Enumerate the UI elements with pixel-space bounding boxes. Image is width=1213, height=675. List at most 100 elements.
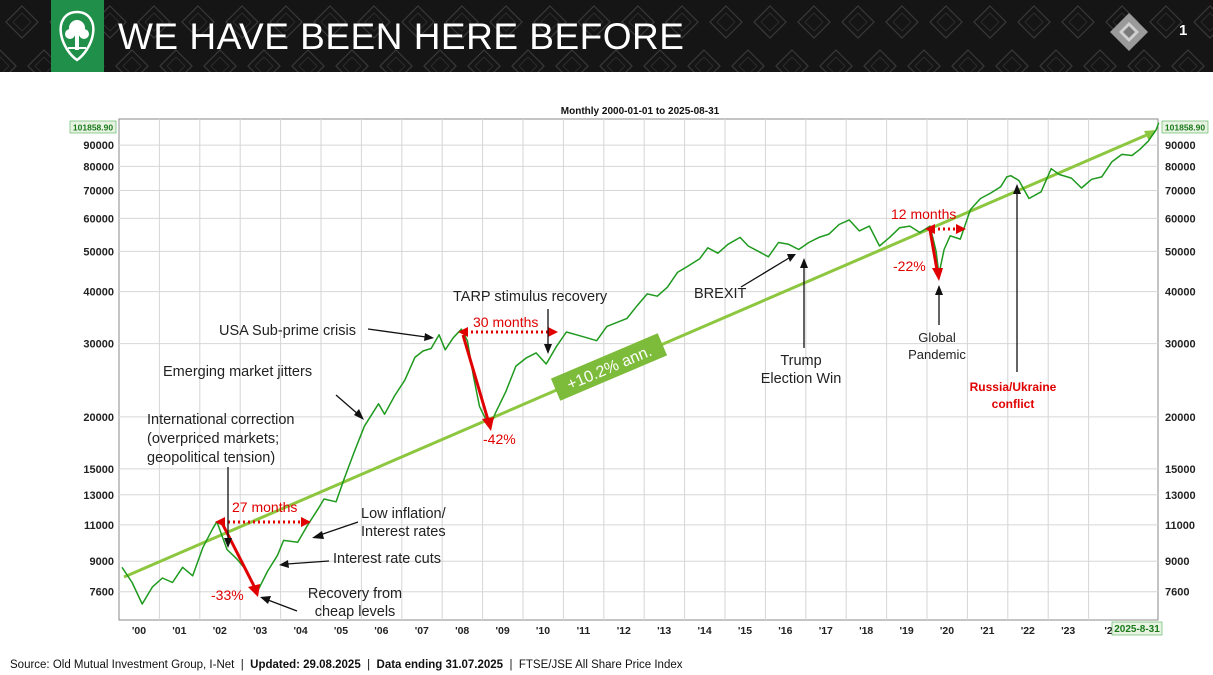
header-pattern-diamond — [313, 5, 347, 39]
x-tick-label: '05 — [334, 625, 348, 637]
header-pattern-diamond — [0, 49, 17, 72]
header-pattern-diamond-inner — [122, 56, 142, 72]
y-tick-label-left: 11000 — [84, 520, 114, 532]
y-tick-label-left: 40000 — [83, 287, 114, 299]
annotation-recovery-1: Recovery from — [308, 586, 402, 602]
header-pattern-diamond-inner — [1156, 12, 1176, 32]
header-pattern-diamond-inner — [870, 56, 890, 72]
header-pattern-diamond-inner — [738, 56, 758, 72]
drawdown-arrowhead-2002 — [248, 584, 260, 597]
y-tick-label-right: 80000 — [1165, 161, 1196, 173]
recovery-arrows — [223, 227, 958, 524]
arrowhead-30m-right — [548, 327, 558, 337]
old-mutual-tree-icon — [59, 10, 95, 62]
y-tick-label-right: 90000 — [1165, 140, 1196, 152]
pointer-emerging-head — [354, 409, 364, 420]
footer-data-ending: Data ending 31.07.2025 — [376, 659, 504, 671]
brand-logo — [51, 0, 104, 72]
arrowhead-12m-left — [925, 224, 935, 234]
annotation-emerging: Emerging market jitters — [163, 364, 312, 380]
header-pattern-diamond — [533, 5, 567, 39]
y-tick-label-left: 13000 — [83, 490, 114, 502]
header-pattern-diamond-inner — [408, 12, 428, 32]
header-pattern-diamond-inner — [958, 56, 978, 72]
header-pattern-diamond-inner — [914, 56, 934, 72]
header-pattern-diamond-inner — [276, 12, 296, 32]
x-tick-label: '12 — [617, 625, 631, 637]
x-tick-label: '08 — [455, 625, 469, 637]
drawdown-arrow-2020 — [928, 229, 939, 271]
drawdown-arrow-2002 — [219, 520, 257, 589]
annotation-russia-2: conflict — [992, 397, 1035, 411]
header-pattern-diamond — [555, 49, 589, 72]
header-pattern-diamond — [907, 49, 941, 72]
header-pattern-diamond — [269, 5, 303, 39]
header-pattern-diamond-inner — [606, 56, 626, 72]
header-pattern-diamond-inner — [892, 12, 912, 32]
header-pattern-diamond — [687, 49, 721, 72]
arrowhead-12m-right — [956, 224, 966, 234]
x-tick-label: '11 — [577, 625, 591, 637]
header-pattern-diamond — [1127, 49, 1161, 72]
header-pattern-diamond-inner — [144, 12, 164, 32]
footer-source-text: Source: Old Mutual Investment Group, I-N… — [10, 659, 235, 671]
annotation-trump-1: Trump — [780, 353, 821, 369]
header-pattern-diamond — [819, 49, 853, 72]
header-pattern-diamond — [115, 49, 149, 72]
header-pattern-diamond — [753, 5, 787, 39]
annotation-intl-correction-3: geopolitical tension) — [147, 450, 275, 466]
header-pattern-diamond-inner — [1134, 56, 1154, 72]
x-tick-label: '01 — [172, 625, 186, 637]
y-tick-label-left: 90000 — [83, 140, 114, 152]
header-pattern-diamond — [401, 5, 435, 39]
header-pattern-diamond-inner — [1178, 56, 1198, 72]
pointer-rate-cuts-head — [279, 560, 289, 568]
y-axis-right: 7600 9000 11000 13000 15000 20000 30000 40000 50… — [1165, 140, 1196, 599]
header-pattern-diamond — [225, 5, 259, 39]
header-pattern-diamond — [1083, 49, 1117, 72]
pointer-low-inflation — [319, 521, 359, 536]
footer-index: FTSE/JSE All Share Price Index — [518, 659, 683, 671]
x-tick-label: '23 — [1061, 625, 1075, 637]
header-pattern-diamond-inner — [980, 12, 1000, 32]
arrowhead-27m-left — [215, 517, 225, 527]
header-pattern-diamond-inner — [826, 56, 846, 72]
pointer-usa — [367, 328, 427, 338]
annotation-low-inflation-1: Low inflation/ — [361, 506, 447, 522]
header-pattern-diamond — [5, 5, 39, 39]
header-pattern-diamond-inner — [34, 56, 54, 72]
annotation-pandemic-2: Pandemic — [908, 347, 966, 362]
header-pattern-diamond-inner — [298, 56, 318, 72]
plot-area — [118, 118, 1159, 621]
y-tick-label-left: 60000 — [83, 213, 114, 225]
y-tick-label-right: 13000 — [1165, 490, 1196, 502]
header-pattern-diamond-inner — [1024, 12, 1044, 32]
y-tick-label-left: 80000 — [83, 161, 114, 173]
annotation-brexit: BREXIT — [694, 286, 747, 302]
header-pattern-diamond-inner — [628, 12, 648, 32]
x-tick-label: '19 — [900, 625, 914, 637]
y-tick-label-left: 50000 — [83, 246, 114, 258]
header-pattern-diamond-inner — [562, 56, 582, 72]
y-tick-label-right: 20000 — [1165, 412, 1196, 424]
x-tick-label: '15 — [738, 625, 752, 637]
drawdown-arrow-2008 — [461, 334, 490, 421]
header-pattern-diamond-inner — [496, 12, 516, 32]
annotation-dd-2002: -33% — [211, 587, 244, 603]
header-pattern-diamond — [379, 49, 413, 72]
x-tick-label: '10 — [536, 625, 550, 637]
header-pattern-diamond-inner — [694, 56, 714, 72]
y-tick-label-left: 15000 — [83, 464, 114, 476]
pointer-trump-head — [800, 258, 808, 268]
annotation-dd-2020: -22% — [893, 258, 926, 274]
annotation-intl-correction-2: (overpriced markets; — [147, 431, 279, 447]
fund-chart: Monthly 2000-01-01 to 2025-08-31 7600 900… — [69, 106, 1209, 637]
header-pattern-diamond — [995, 49, 1029, 72]
annotation-months-30: 30 months — [473, 314, 538, 330]
end-date-badge-bg — [1111, 621, 1163, 636]
drawdown-arrowhead-2020 — [932, 268, 943, 281]
header-pattern-diamond — [709, 5, 743, 39]
pointer-brexit-head — [787, 254, 796, 262]
arrowhead-30m-left — [458, 327, 468, 337]
header-pattern-diamond — [929, 5, 963, 39]
